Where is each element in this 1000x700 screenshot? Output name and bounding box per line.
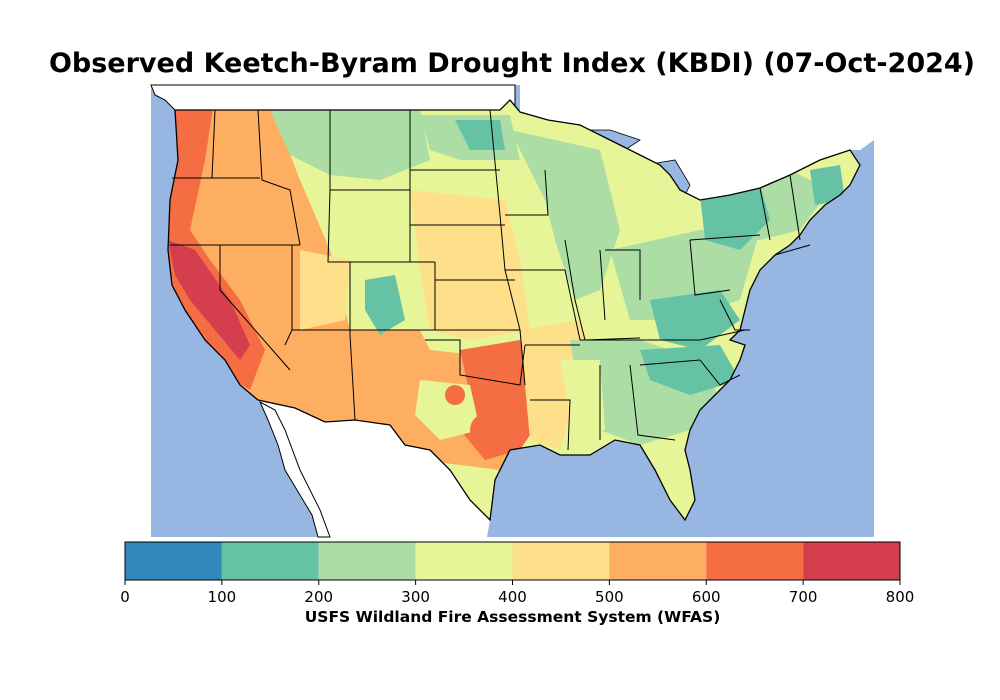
canada-land — [520, 85, 874, 200]
colorbar-tick-label: 300 — [401, 588, 430, 606]
colorbar-tick-label: 600 — [691, 588, 721, 606]
colorbar — [124, 541, 901, 585]
map-title: Observed Keetch-Byram Drought Index (KBD… — [48, 48, 976, 79]
colorbar-bin-3 — [415, 542, 513, 580]
state-boundaries — [170, 109, 811, 451]
colorbar-tick-label: 400 — [498, 588, 527, 606]
colorbar-tick-label: 700 — [788, 588, 818, 606]
colorbar-tick-label: 200 — [304, 588, 334, 606]
colorbar-bin-7 — [803, 542, 900, 580]
colorbar-bin-4 — [512, 542, 610, 580]
conus-outline — [167, 99, 861, 522]
colorbar-bin-1 — [221, 542, 319, 580]
baja-peninsula — [258, 400, 331, 538]
colorbar-label: USFS Wildland Fire Assessment System (WF… — [304, 608, 721, 626]
colorbar-tick-label: 100 — [207, 588, 237, 606]
colorbar-bin-2 — [318, 542, 416, 580]
bc-coast — [150, 84, 516, 111]
colorbar-bin-6 — [706, 542, 804, 580]
colorbar-tick-label: 500 — [595, 588, 624, 606]
colorbar-bin-5 — [609, 542, 707, 580]
colorbar-tick-label: 0 — [120, 588, 130, 606]
colorbar-bin-0 — [125, 542, 222, 580]
colorbar-tick-label: 800 — [885, 588, 915, 606]
